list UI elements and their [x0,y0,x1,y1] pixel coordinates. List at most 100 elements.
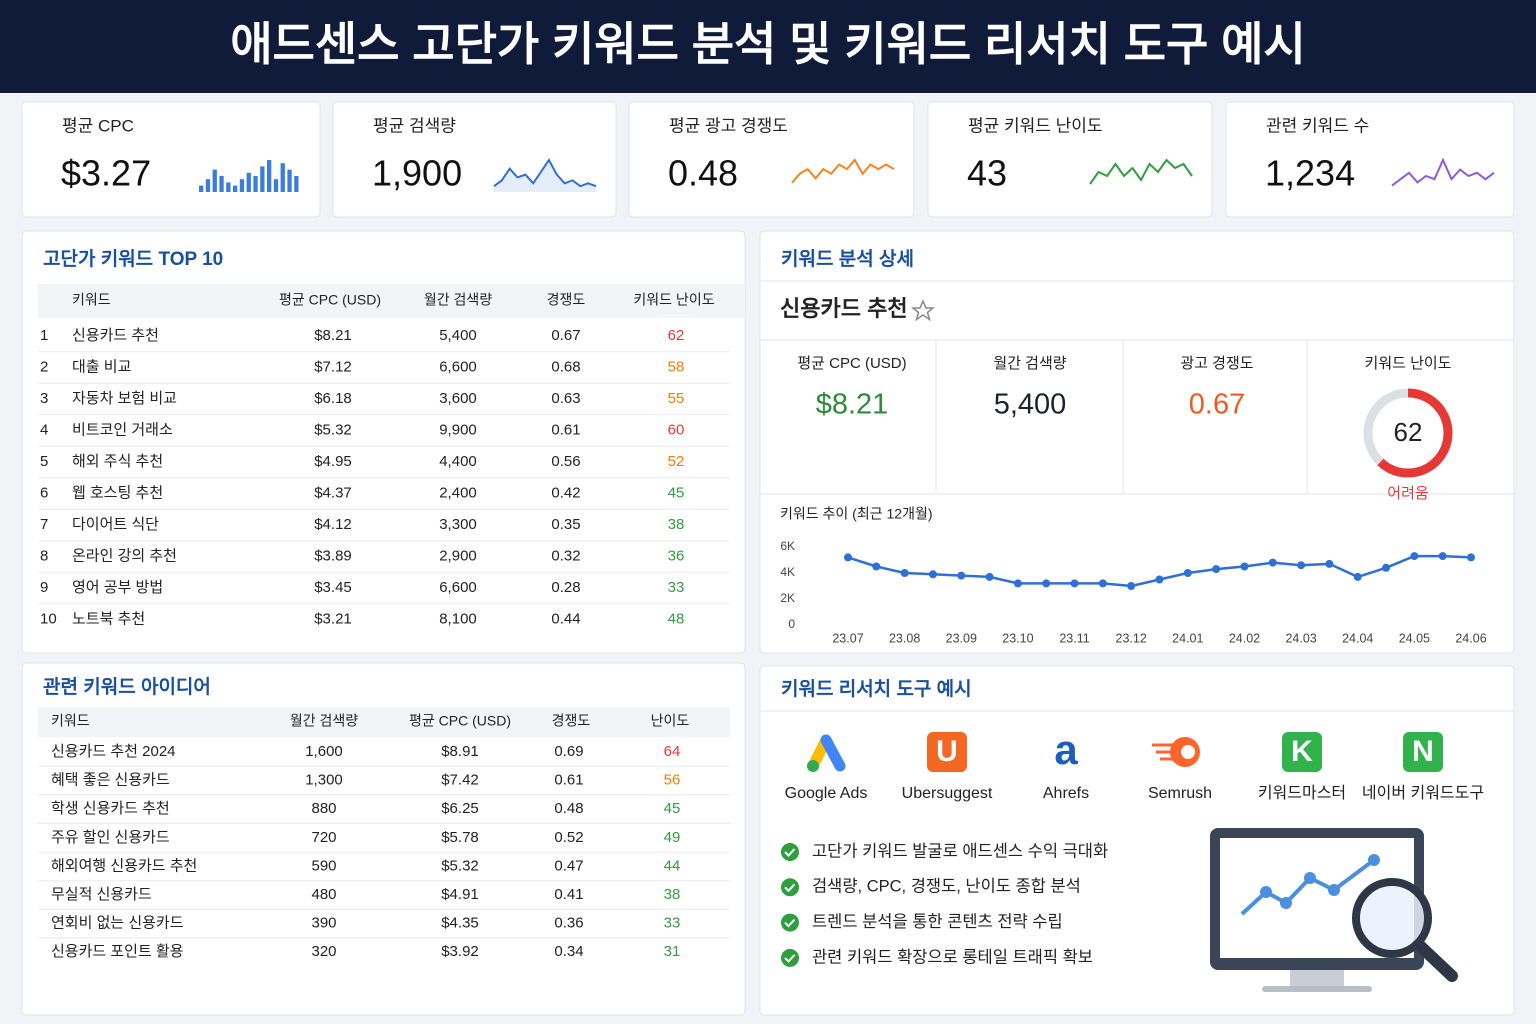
spark-bar [239,179,245,192]
cell: $5.78 [441,829,479,846]
column-header: 월간 검색량 [290,713,358,729]
logo-part [1181,745,1195,759]
cell: 혜택 좋은 신용카드 [51,772,170,789]
logo-part [1152,743,1174,761]
cell: 신용카드 추천 [72,327,159,344]
kpi-card [927,101,1213,218]
trend-point [1297,561,1306,570]
trend-point [844,553,852,562]
cell: 7 [40,516,48,533]
metric-label: 평균 CPC (USD) [797,355,906,372]
cell: 48 [668,610,685,627]
cell: 590 [311,857,336,874]
trend-point [872,562,881,571]
trend-point [1325,559,1334,568]
keyword-title: 신용카드 추천 [780,296,908,321]
metric-box [759,339,1515,495]
cell: 33 [668,579,685,596]
tool-icon-letter: K [1291,735,1313,768]
tool-name: Ahrefs [1043,785,1089,802]
check-mark [784,883,796,893]
logo-part [820,734,846,772]
cell: 0.34 [554,943,583,960]
cell: $3.89 [314,547,352,564]
kpi-value: 1,234 [1265,153,1355,194]
cell: 신용카드 추천 2024 [51,743,176,760]
spark-bar [226,182,231,192]
spark-bar [199,185,204,192]
feature-text: 검색량, CPC, 경쟁도, 난이도 종합 분석 [812,877,1081,896]
tool-icon [1282,732,1322,772]
cell: 다이어트 식단 [72,516,159,533]
y-tick-label: 2K [780,591,795,605]
cell: 4,400 [439,453,477,470]
y-tick-label: 4K [780,565,795,579]
column-header: 경쟁도 [552,713,591,729]
cell: 해외 주식 추천 [72,453,163,470]
cell: 55 [668,390,685,407]
spark-area [494,160,596,192]
trend-point [1127,582,1136,590]
feature-text: 트렌드 분석을 통한 콘텐츠 전략 수립 [812,912,1063,931]
cell: 비트코인 거래소 [72,421,173,438]
cell: 웹 호스팅 추천 [72,484,163,501]
cell: 영어 공부 방법 [72,579,163,596]
cell: 480 [311,886,336,903]
metric-value: 5,400 [994,389,1067,421]
cell: 320 [311,943,336,960]
star-icon[interactable] [910,299,936,322]
cell: 2 [40,358,48,375]
column-header: 평균 CPC (USD) [409,713,511,729]
cell: 0.32 [551,547,580,564]
kpi-card [1225,101,1515,218]
top10-card [21,230,746,654]
cell: 대출 비교 [72,358,131,375]
cell: $5.32 [441,857,479,874]
cell: 64 [664,743,681,760]
column-header: 경쟁도 [547,292,586,308]
cell: 0.69 [554,743,583,760]
monitor-stand [1290,970,1344,986]
trend-point [1098,579,1107,588]
cell: 학생 신용카드 추천 [51,800,170,817]
illustration-dots [1260,854,1380,909]
cell: 58 [668,358,685,375]
spark-bar [294,176,299,192]
spark-bar [219,176,224,192]
header-bar [0,0,1536,93]
cell: 무실적 신용카드 [51,886,152,903]
cell: 31 [664,943,681,960]
check-icon [781,948,799,967]
cell: 3 [40,390,48,407]
column-header: 키워드 [51,713,90,729]
cell: 52 [668,453,685,470]
cell: 0.44 [551,610,580,627]
column-header: 난이도 [651,713,690,729]
cell: 6,600 [439,358,477,375]
cell: 36 [668,547,685,564]
card-title: 키워드 분석 상세 [781,248,914,270]
cell: 온라인 강의 추천 [72,547,177,564]
trend-point [1467,553,1475,562]
cell: $6.18 [314,390,352,407]
x-tick-label: 24.04 [1342,631,1373,645]
spark-bar [205,179,211,192]
cell: 주유 할인 신용카드 [51,829,170,846]
trend-point [1070,579,1079,588]
cell: 8 [40,547,48,564]
cell: 45 [664,800,681,817]
x-tick-label: 23.11 [1059,631,1089,645]
cell: $8.21 [314,327,352,344]
tool-name: Google Ads [785,785,868,802]
feature-text: 고단가 키워드 발굴로 애드센스 수익 극대화 [812,841,1108,860]
trend-point [900,569,909,577]
cell: 0.41 [554,886,583,903]
logo-part [807,760,819,772]
x-tick-label: 24.02 [1229,631,1260,645]
gauge-status: 어려움 [1387,485,1428,502]
trend-point [1382,563,1391,572]
trend-point [1240,562,1249,571]
cell: $8.91 [441,743,479,760]
cell: $4.91 [441,886,479,903]
y-tick-label: 0 [788,617,795,631]
